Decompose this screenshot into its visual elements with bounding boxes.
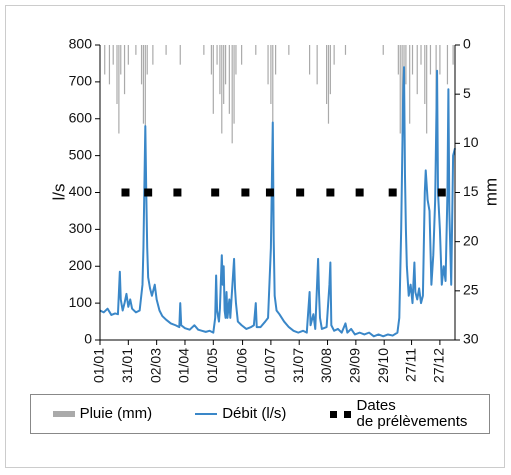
y-tick-label: 600 <box>69 109 93 125</box>
legend-label: Débit (l/s) <box>222 405 287 422</box>
x-tick-label: 02/03 <box>147 348 163 383</box>
y-axis-title: l/s <box>49 184 68 201</box>
legend-item: Débit (l/s) <box>195 406 286 422</box>
sample-marker <box>121 188 130 197</box>
x-tick-label: 29/10 <box>375 348 391 383</box>
sample-marker <box>173 188 182 197</box>
y2-tick-label: 10 <box>463 134 479 150</box>
x-tick-label: 01/01 <box>91 348 107 383</box>
x-tick-label: 01/07 <box>262 348 278 383</box>
legend-item: Dates de prélèvements <box>329 397 468 430</box>
legend-swatch <box>195 413 218 415</box>
x-tick-label: 01/04 <box>176 348 192 383</box>
y-tick-label: 300 <box>69 220 93 236</box>
y-tick-label: 800 <box>69 36 93 52</box>
x-tick-label: 01/05 <box>204 348 220 383</box>
sample-marker <box>326 188 335 197</box>
y2-tick-label: 20 <box>463 232 479 248</box>
sample-marker <box>388 188 397 197</box>
sample-marker <box>144 188 153 197</box>
y-tick-label: 200 <box>69 257 93 273</box>
y2-tick-label: 15 <box>463 183 479 199</box>
x-tick-label: 31/01 <box>119 348 135 383</box>
y-tick-label: 0 <box>84 331 92 347</box>
sample-marker <box>355 188 364 197</box>
x-tick-label: 31/07 <box>290 348 306 383</box>
y2-tick-label: 0 <box>463 36 471 52</box>
sample-marker <box>296 188 305 197</box>
legend: Pluie (mm) Débit (l/s) Dates de prélèvemen… <box>30 394 490 434</box>
flow-line <box>99 66 456 338</box>
sample-marker <box>265 188 274 197</box>
y2-tick-label: 30 <box>463 331 479 347</box>
x-tick-label: 29/09 <box>347 348 363 383</box>
x-tick-label: 27/12 <box>431 348 447 383</box>
x-tick-label: 30/08 <box>318 348 334 383</box>
sample-marker <box>437 188 446 197</box>
x-tick-label: 27/11 <box>402 348 418 382</box>
sample-marker <box>241 188 250 197</box>
y2-tick-label: 5 <box>463 85 471 101</box>
legend-swatch <box>329 410 352 418</box>
y-tick-label: 400 <box>69 183 93 199</box>
sample-marker <box>211 188 220 197</box>
frame <box>5 5 505 468</box>
y-tick-label: 500 <box>69 146 93 162</box>
y2-axis-title: mm <box>481 178 500 206</box>
y2-tick-label: 25 <box>463 282 479 298</box>
y-tick-label: 700 <box>69 73 93 89</box>
legend-label: Pluie (mm) <box>79 405 153 422</box>
y-tick-label: 100 <box>69 294 93 310</box>
x-tick-label: 01/06 <box>233 348 249 383</box>
legend-label: Dates de prélèvements <box>356 397 468 430</box>
legend-swatch <box>52 411 75 417</box>
legend-item: Pluie (mm) <box>52 405 153 422</box>
